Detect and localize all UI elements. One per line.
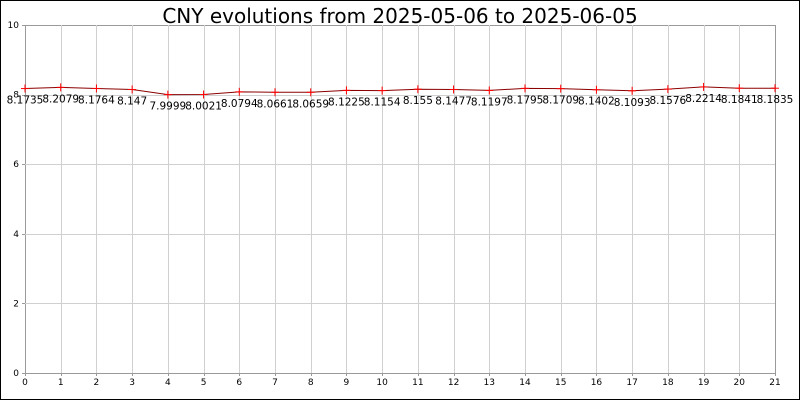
data-point-marker [663,85,672,94]
x-tick-label: 19 [698,378,710,388]
data-label: 7.9999 [149,101,186,113]
x-tick-label: 2 [94,378,100,388]
data-point-marker [235,87,244,96]
data-label: 8.0021 [185,101,222,113]
data-label: 8.147 [117,95,147,107]
data-point-marker [556,84,565,93]
plot-area [25,25,776,374]
x-tick-label: 17 [626,378,637,388]
data-point-marker [128,85,137,94]
data-label: 8.1093 [614,97,651,109]
x-tick-label: 18 [662,378,674,388]
x-tick-label: 13 [484,378,495,388]
x-tick-label: 3 [129,378,135,388]
data-label: 8.1402 [578,96,615,108]
x-tick-label: 4 [165,378,171,388]
series-group [21,82,779,99]
data-point-marker [521,84,529,93]
data-point-marker [199,90,208,99]
data-label: 8.1735 [7,95,44,107]
data-point-marker [342,86,351,95]
data-label: 8.0661 [257,98,294,110]
y-tick-label: 0 [13,369,19,379]
data-label: 8.1576 [649,95,686,107]
data-point-marker [56,83,65,92]
x-tick-label: 5 [201,378,207,388]
x-tick-label: 6 [236,378,242,388]
data-point-marker [163,90,172,99]
data-label: 8.1154 [364,97,401,109]
data-point-marker [485,86,494,95]
data-point-marker [699,82,708,91]
y-tick-label: 4 [13,230,19,240]
data-point-marker [735,84,744,93]
data-label: 8.0794 [221,98,258,110]
x-tick-label: 0 [22,378,28,388]
x-tick-label: 15 [555,378,566,388]
data-point-marker [771,84,779,93]
x-tick-label: 10 [376,378,388,388]
x-tick-label: 16 [591,378,603,388]
data-point-marker [413,85,422,94]
data-point-marker [628,86,637,95]
x-tick-label: 21 [769,378,780,388]
x-tick-label: 12 [448,378,459,388]
data-label: 8.1225 [328,96,365,108]
data-label: 8.1709 [542,95,579,107]
data-point-marker [92,84,101,93]
x-tick-label: 20 [734,378,746,388]
x-tick-label: 1 [58,378,64,388]
data-label: 8.1835 [757,94,794,106]
data-point-marker [271,88,279,97]
data-label: 8.1795 [507,94,544,106]
axes: 0 1 2 3 4 5 6 7 8 9 10 11 12 13 14 15 16 17 18 19 20 21024681… [8,21,781,388]
x-tick-label: 9 [344,378,350,388]
x-tick-label: 11 [412,378,423,388]
x-tick-label: 8 [308,378,314,388]
data-point-marker [449,85,458,94]
data-label: 8.2214 [685,93,722,105]
data-label: 8.155 [403,95,433,107]
data-label: 8.2079 [42,93,79,105]
data-label: 8.1477 [435,95,472,107]
y-tick-label: 2 [13,299,19,309]
data-point-marker [378,86,387,95]
data-point-marker [21,84,29,93]
x-tick-label: 7 [272,378,278,388]
y-tick-label: 10 [8,21,20,31]
grid-lines [25,25,775,373]
data-label: 8.1764 [78,94,115,106]
data-label: 8.1197 [471,96,508,108]
chart-title: CNY evolutions from 2025-05-06 to 2025-0… [162,4,637,28]
series-line [24,86,776,96]
data-label: 8.0659 [292,98,329,110]
data-point-marker [306,88,315,97]
y-tick-label: 6 [13,160,19,170]
x-tick-label: 14 [519,378,531,388]
data-label: 8.1841 [721,94,758,106]
y-tick-label: 8 [13,91,19,101]
data-point-marker [592,85,601,94]
